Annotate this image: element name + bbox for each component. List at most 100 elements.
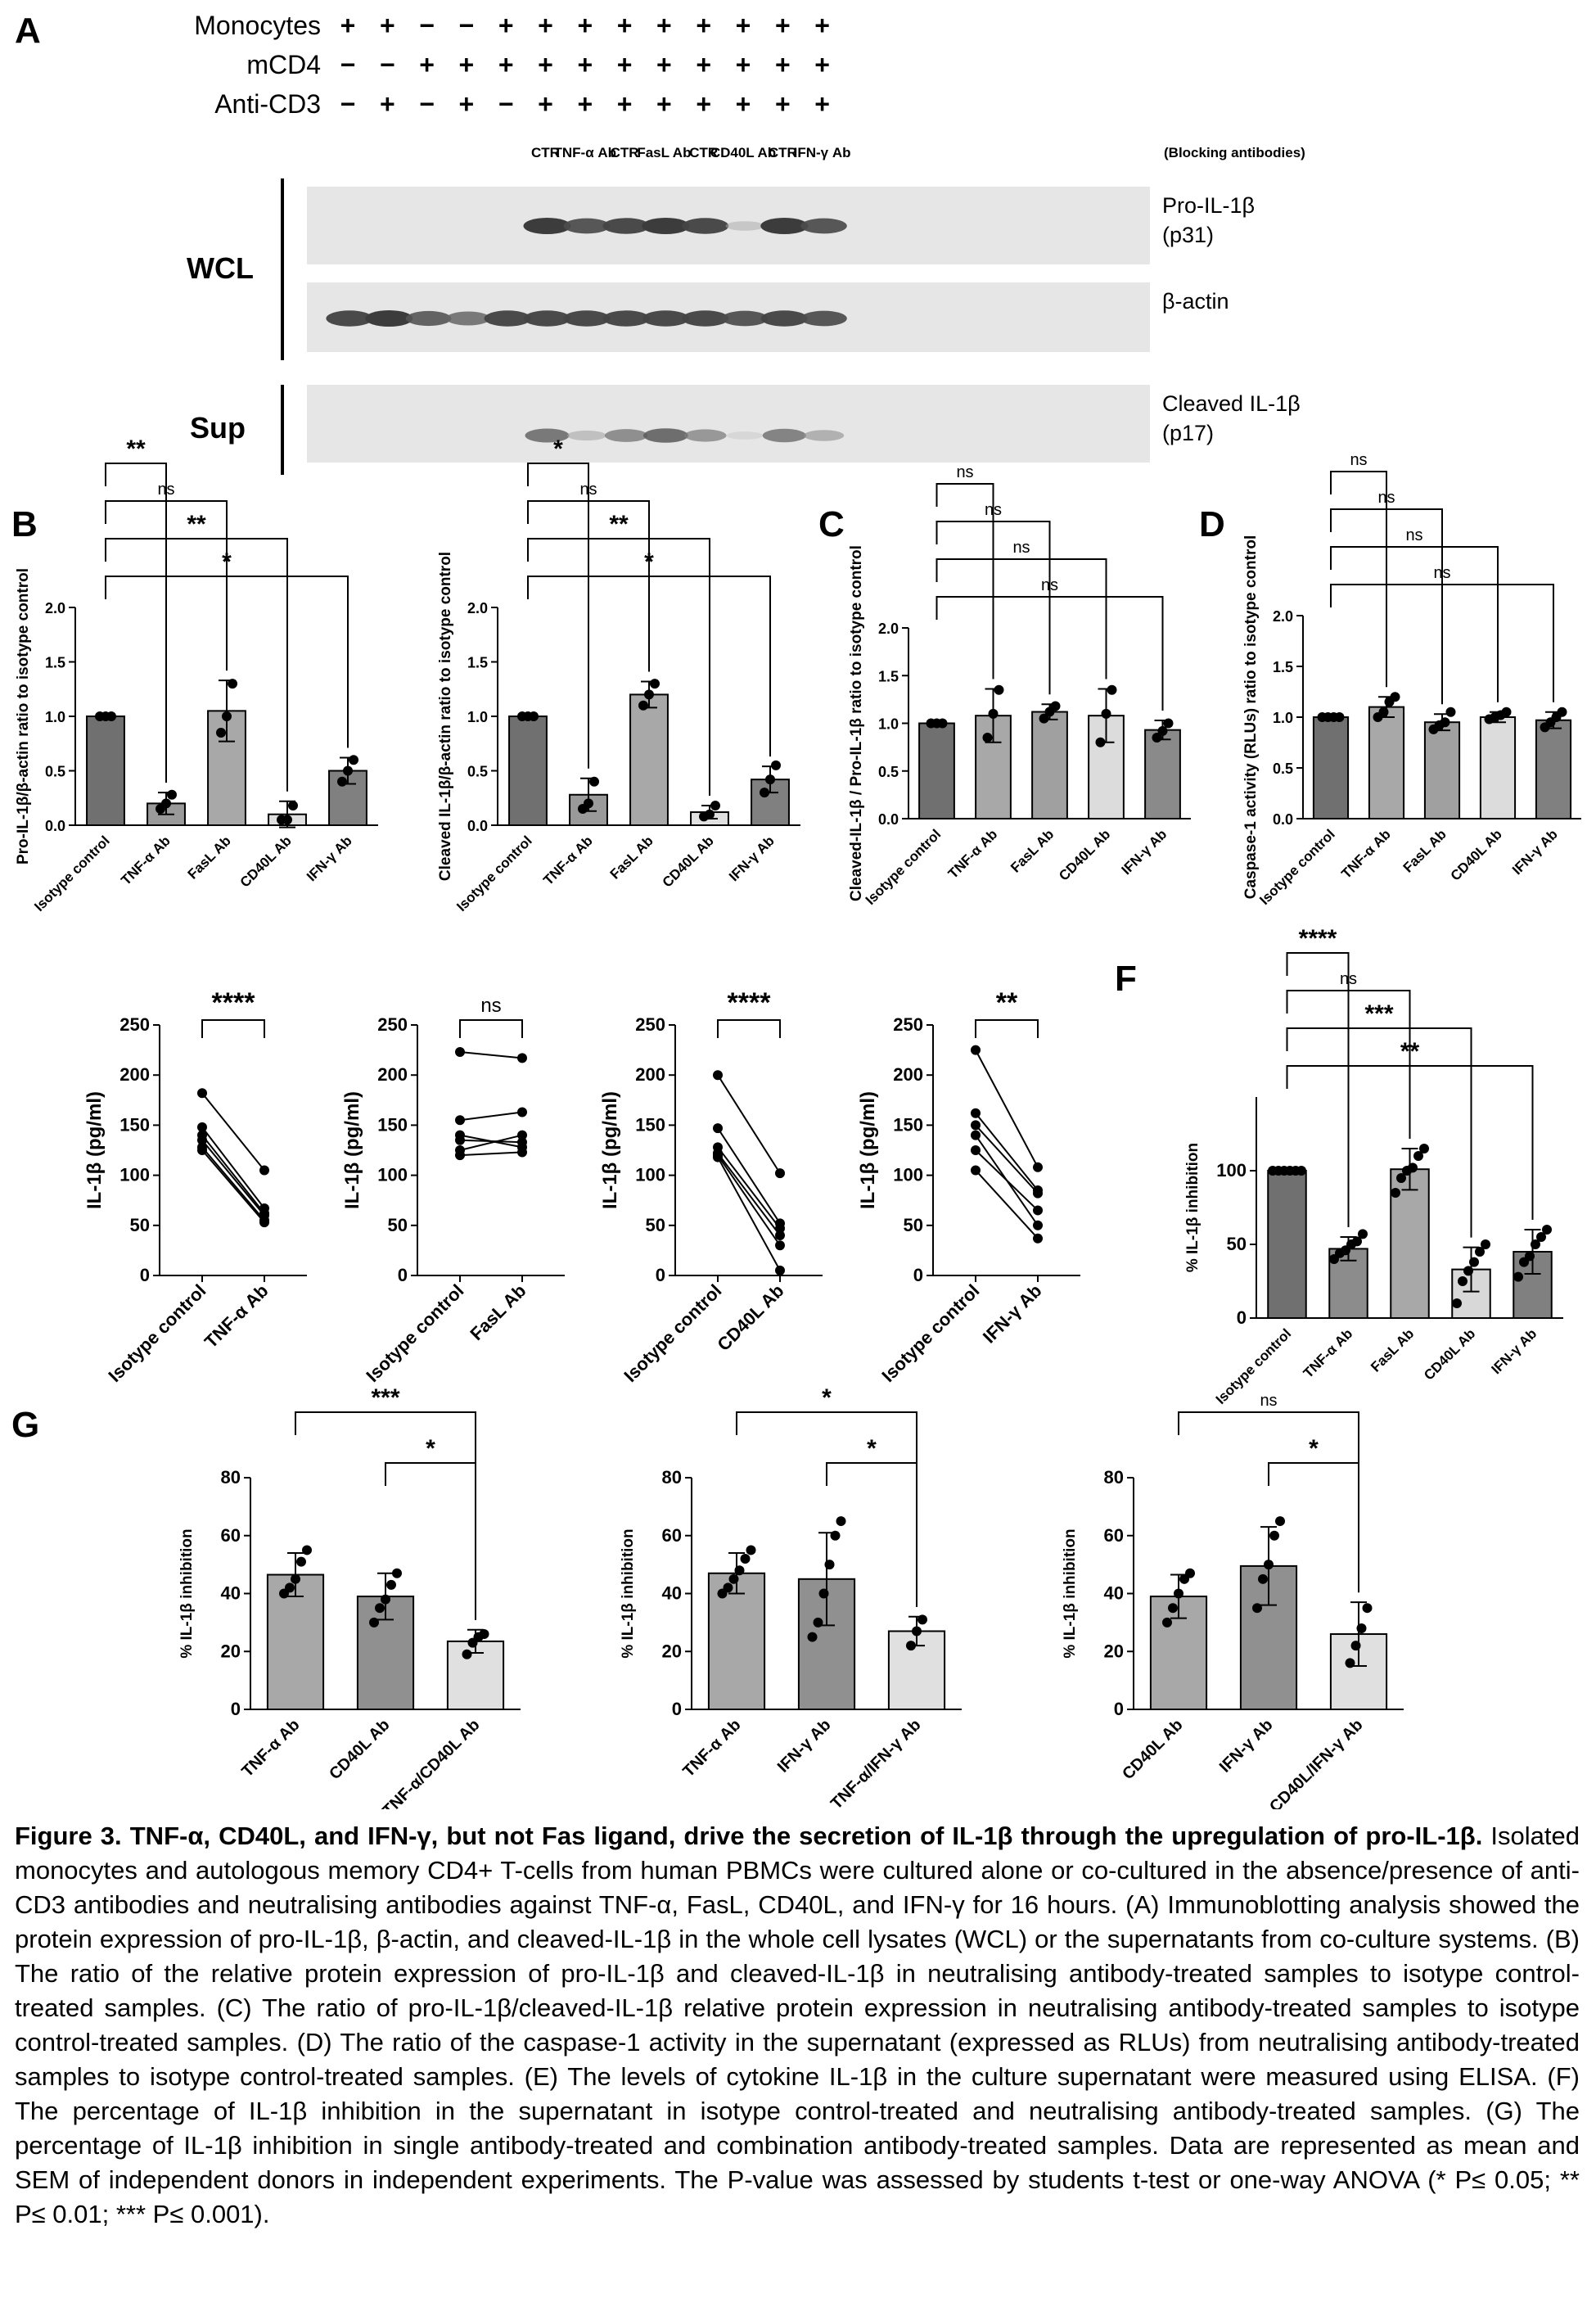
- y-tick-label: 250: [377, 1014, 408, 1035]
- chart-e1: 0 50 100 150 200 250 IL-1β (pg/ml) **** Isotype …: [83, 987, 307, 1386]
- data-point: [713, 1070, 723, 1081]
- data-point: [1362, 1603, 1373, 1614]
- data-point: [1101, 708, 1111, 719]
- chart-g2: 0 20 40 60 80 % IL-1β inhibition * * TNF-α Ab IFN…: [620, 1384, 962, 1809]
- chart-b1: B 0.0 0.5 1.0 1.5 2.0 Pro-IL-1β/β-actin ratio …: [11, 436, 378, 914]
- significance-label: ****: [728, 987, 772, 1018]
- data-point: [1445, 707, 1456, 717]
- y-tick-label: 100: [377, 1165, 408, 1185]
- data-point: [285, 1582, 295, 1593]
- blocking-label: CD40L Ab: [710, 145, 776, 160]
- data-point: [971, 1130, 981, 1140]
- y-axis-label: IL-1β (pg/ml): [341, 1091, 363, 1209]
- y-tick-label: 20: [1104, 1641, 1124, 1661]
- data-point: [713, 1152, 723, 1163]
- paired-line: [717, 1153, 781, 1236]
- significance-bracket: [826, 1462, 917, 1607]
- data-point: [1352, 1236, 1362, 1247]
- y-axis-label: Cleaved-IL-1β / Pro-IL-1β ratio to isoty…: [848, 545, 865, 901]
- y-tick-label: 1.0: [467, 709, 488, 725]
- significance-bracket: [1286, 952, 1350, 1227]
- x-tick-label: CD40L Ab: [1421, 1325, 1478, 1383]
- condition-sign: +: [656, 89, 672, 119]
- x-tick-label: TNF-α Ab: [540, 833, 596, 888]
- data-point: [1033, 1162, 1043, 1172]
- blocking-label: CTR: [689, 145, 718, 160]
- data-point: [982, 732, 993, 743]
- significance-label: ns: [1260, 1392, 1277, 1410]
- y-tick-label: 2.0: [1273, 608, 1293, 625]
- data-point: [259, 1165, 269, 1176]
- caption-title: Figure 3. TNF-α, CD40L, and IFN-γ, but n…: [15, 1822, 1483, 1850]
- condition-sign: +: [577, 89, 593, 119]
- significance-bracket: [527, 500, 650, 672]
- data-point: [994, 684, 1004, 695]
- significance-bracket: [936, 521, 1051, 695]
- x-tick-label: Isotype control: [877, 1280, 983, 1386]
- significance-bracket: [1330, 508, 1443, 705]
- data-point: [1269, 1530, 1279, 1541]
- data-point: [288, 801, 298, 811]
- bar: [86, 716, 125, 826]
- condition-sign: +: [498, 50, 514, 79]
- significance-bracket: [717, 1019, 781, 1038]
- y-tick-label: 100: [893, 1165, 923, 1185]
- bar: [1312, 716, 1350, 819]
- data-point: [1481, 1239, 1490, 1249]
- data-point: [529, 711, 539, 721]
- blot-band: [326, 310, 373, 327]
- data-point: [1107, 684, 1117, 695]
- x-tick-label: Isotype control: [620, 1280, 725, 1386]
- condition-sign: +: [459, 50, 475, 79]
- x-tick-label: FasL Ab: [1008, 826, 1057, 875]
- y-tick-label: 0: [140, 1265, 150, 1285]
- chart-b2: 0.0 0.5 1.0 1.5 2.0 Cleaved IL-1β/β-actin rat…: [437, 436, 800, 914]
- significance-bracket: [105, 463, 167, 783]
- y-tick-label: 0: [1114, 1699, 1124, 1719]
- panel-letter: C: [818, 504, 845, 544]
- data-point: [337, 776, 347, 787]
- significance-bracket: [1268, 1462, 1359, 1593]
- data-point: [197, 1088, 207, 1099]
- paired-line: [975, 1113, 1039, 1191]
- y-tick-label: 1.5: [45, 655, 65, 671]
- y-axis-label: % IL-1β inhibition: [1184, 1143, 1202, 1272]
- significance-label: ns: [579, 481, 597, 499]
- significance-label: ns: [1012, 539, 1030, 557]
- data-point: [455, 1150, 465, 1161]
- data-point: [375, 1603, 385, 1614]
- blot-band: [726, 431, 764, 440]
- y-tick-label: 250: [119, 1014, 150, 1035]
- panel-letter: B: [11, 504, 38, 544]
- data-point: [1152, 732, 1162, 743]
- y-tick-label: 250: [635, 1014, 665, 1035]
- significance-bracket: [936, 483, 994, 679]
- condition-sign: −: [419, 11, 435, 40]
- y-tick-label: 150: [119, 1114, 150, 1135]
- significance-label: ****: [212, 987, 256, 1018]
- data-point: [836, 1516, 846, 1527]
- y-tick-label: 200: [119, 1064, 150, 1085]
- significance-bracket: [1286, 1065, 1534, 1220]
- y-tick-label: 60: [221, 1525, 241, 1546]
- data-point: [1396, 1173, 1406, 1183]
- data-point: [813, 1617, 823, 1628]
- condition-sign: +: [617, 50, 633, 79]
- y-tick-label: 0.5: [1273, 761, 1293, 777]
- data-point: [1033, 1188, 1043, 1199]
- blocking-title: (Blocking antibodies): [1164, 145, 1305, 160]
- significance-bracket: [527, 576, 771, 757]
- significance-label: *: [867, 1435, 877, 1462]
- blot-label: Pro-IL-1β: [1162, 193, 1255, 218]
- blot-band: [523, 310, 571, 327]
- blot-band: [643, 428, 688, 443]
- significance-label: ns: [956, 463, 973, 481]
- y-tick-label: 1.5: [467, 655, 488, 671]
- y-axis-label: % IL-1β inhibition: [178, 1528, 196, 1658]
- data-point: [1033, 1205, 1043, 1216]
- significance-bracket: [385, 1462, 476, 1620]
- paired-line: [975, 1124, 1039, 1194]
- data-point: [1440, 717, 1450, 728]
- data-point: [1463, 1266, 1473, 1276]
- condition-sign: +: [814, 11, 830, 40]
